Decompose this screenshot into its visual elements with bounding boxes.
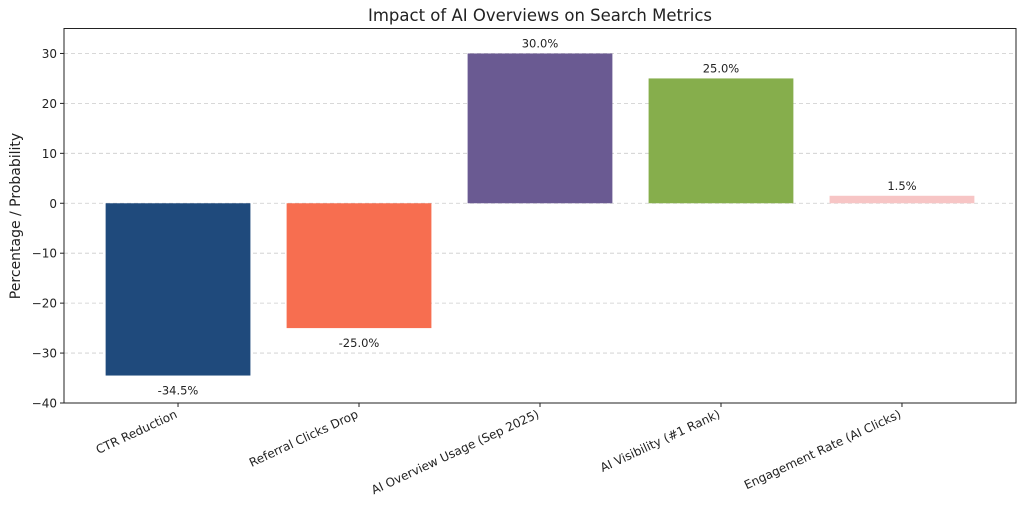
x-tick-label: Referral Clicks Drop bbox=[247, 407, 360, 470]
bar bbox=[286, 203, 432, 329]
y-tick-label: −40 bbox=[32, 397, 57, 411]
data-label: 30.0% bbox=[522, 36, 559, 50]
data-labels: -34.5% -25.0% 30.0% 25.0% 1.5% bbox=[158, 36, 917, 397]
y-tick-label: 10 bbox=[42, 147, 57, 161]
bars bbox=[105, 53, 975, 376]
y-tick-label: −20 bbox=[32, 297, 57, 311]
data-label: -25.0% bbox=[339, 336, 380, 350]
bar bbox=[829, 195, 975, 204]
x-tick-label: Engagement Rate (AI Clicks) bbox=[742, 407, 903, 492]
y-tick-label: −30 bbox=[32, 347, 57, 361]
bar bbox=[467, 53, 613, 204]
x-tick-label: AI Overview Usage (Sep 2025) bbox=[369, 407, 541, 497]
bar bbox=[105, 203, 251, 376]
y-tick-label: 0 bbox=[49, 197, 57, 211]
y-tick-label: 20 bbox=[42, 97, 57, 111]
x-tick-label: CTR Reduction bbox=[94, 407, 180, 457]
x-tick-label: AI Visibility (#1 Rank) bbox=[598, 407, 722, 475]
y-tick-label: 30 bbox=[42, 47, 57, 61]
data-label: 25.0% bbox=[703, 61, 740, 75]
bar bbox=[648, 78, 794, 204]
chart-title: Impact of AI Overviews on Search Metrics bbox=[368, 6, 712, 25]
y-tick-label: −10 bbox=[32, 247, 57, 261]
x-ticks: CTR Reduction Referral Clicks Drop AI Over… bbox=[94, 403, 903, 497]
data-label: 1.5% bbox=[887, 179, 916, 193]
y-ticks: −40 −30 −20 −10 0 10 20 30 bbox=[32, 47, 64, 411]
data-label: -34.5% bbox=[158, 384, 199, 398]
y-axis-label: Percentage / Probability bbox=[8, 133, 24, 299]
